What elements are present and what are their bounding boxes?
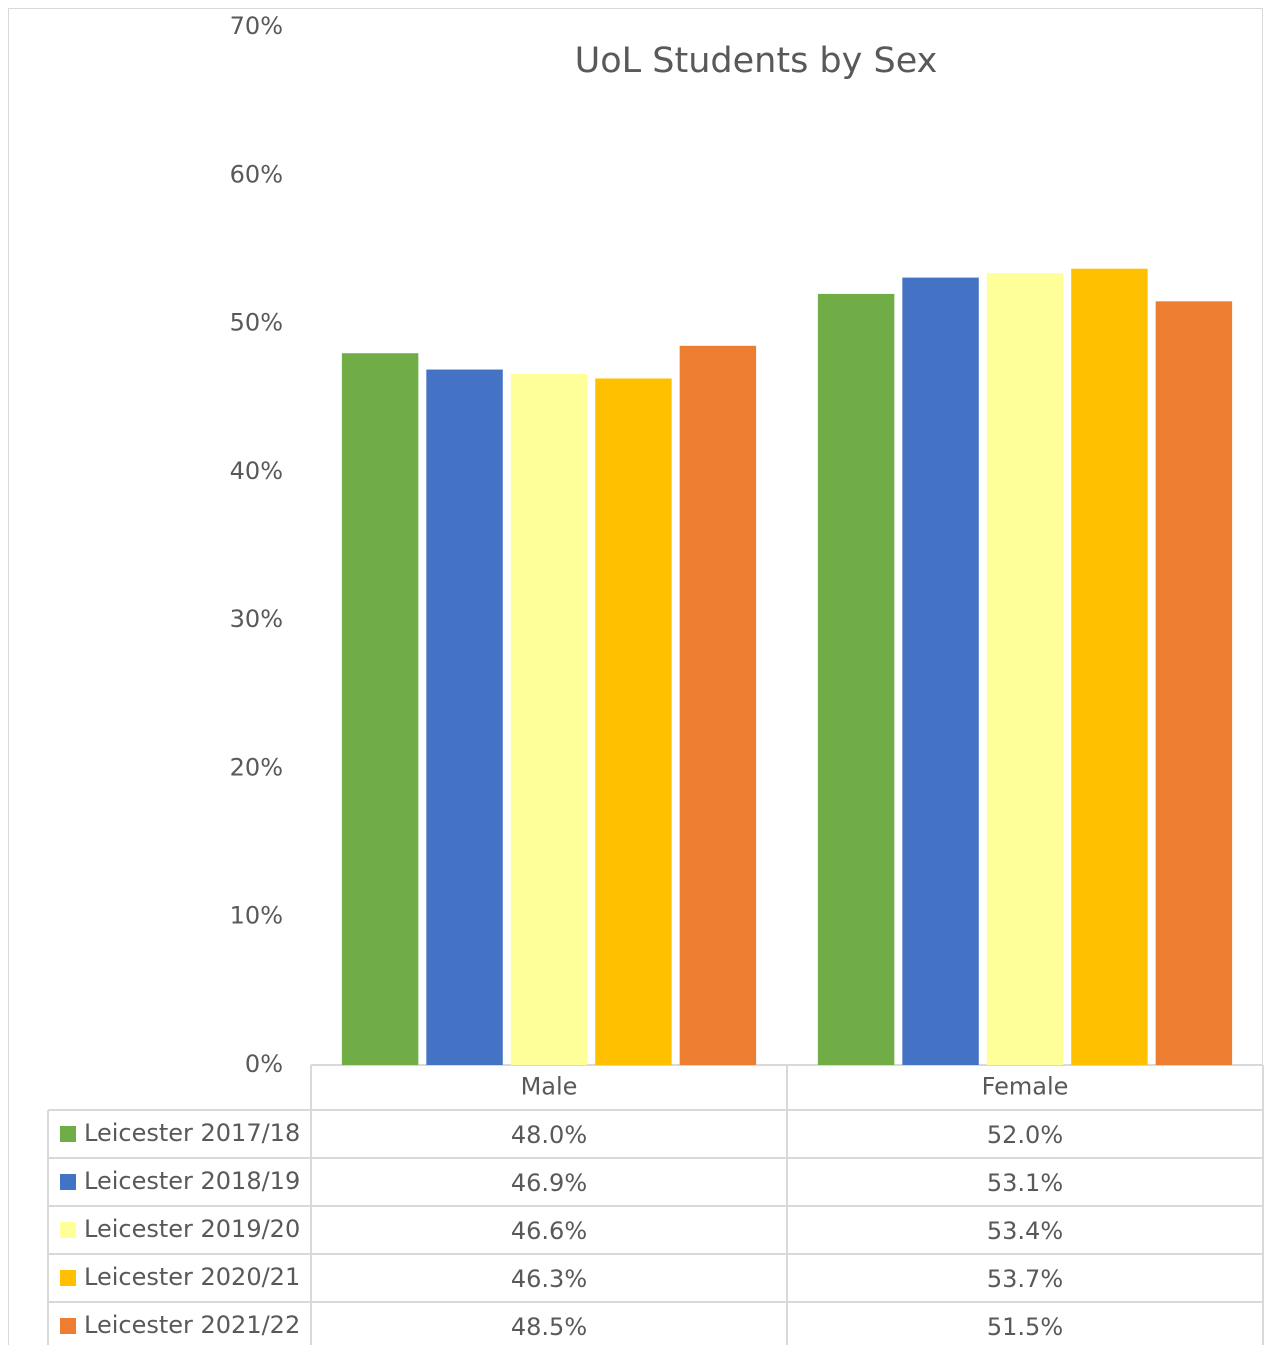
bar bbox=[902, 277, 979, 1065]
legend-swatch bbox=[60, 1318, 76, 1334]
bar bbox=[817, 293, 895, 1065]
y-tick-label: 40% bbox=[230, 457, 283, 485]
data-label: 48.5% bbox=[511, 1313, 587, 1341]
bar bbox=[1155, 301, 1233, 1065]
legend-label: Leicester 2017/18 bbox=[84, 1119, 300, 1147]
y-tick-label: 60% bbox=[230, 160, 283, 188]
y-tick-label: 10% bbox=[230, 902, 283, 930]
legend-label: Leicester 2019/20 bbox=[84, 1215, 300, 1243]
data-label: 53.1% bbox=[987, 1169, 1063, 1197]
legend-swatch bbox=[60, 1222, 76, 1238]
y-tick-label: 0% bbox=[245, 1050, 283, 1078]
bar bbox=[679, 345, 757, 1065]
y-tick-label: 70% bbox=[230, 12, 283, 40]
legend-label: Leicester 2020/21 bbox=[84, 1263, 300, 1291]
bar bbox=[426, 369, 503, 1065]
data-label: 53.4% bbox=[987, 1217, 1063, 1245]
category-label: Female bbox=[982, 1073, 1069, 1101]
data-label: 46.6% bbox=[511, 1217, 587, 1245]
chart-title: UoL Students by Sex bbox=[575, 41, 938, 81]
bar bbox=[510, 373, 588, 1065]
bar bbox=[986, 273, 1064, 1065]
bar bbox=[595, 378, 672, 1065]
data-label: 46.9% bbox=[511, 1169, 587, 1197]
legend-label: Leicester 2021/22 bbox=[84, 1311, 300, 1339]
legend-label: Leicester 2018/19 bbox=[84, 1167, 300, 1195]
legend-swatch bbox=[60, 1126, 76, 1142]
data-label: 53.7% bbox=[987, 1265, 1063, 1293]
data-label: 52.0% bbox=[987, 1121, 1063, 1149]
y-tick-label: 30% bbox=[230, 605, 283, 633]
data-label: 48.0% bbox=[511, 1121, 587, 1149]
bar bbox=[1071, 268, 1148, 1066]
legend-swatch bbox=[60, 1270, 76, 1286]
data-label: 46.3% bbox=[511, 1265, 587, 1293]
legend-swatch bbox=[60, 1174, 76, 1190]
data-label: 51.5% bbox=[987, 1313, 1063, 1341]
y-tick-label: 20% bbox=[230, 753, 283, 781]
y-tick-label: 50% bbox=[230, 309, 283, 337]
bar bbox=[341, 353, 419, 1065]
category-label: Male bbox=[521, 1073, 578, 1101]
